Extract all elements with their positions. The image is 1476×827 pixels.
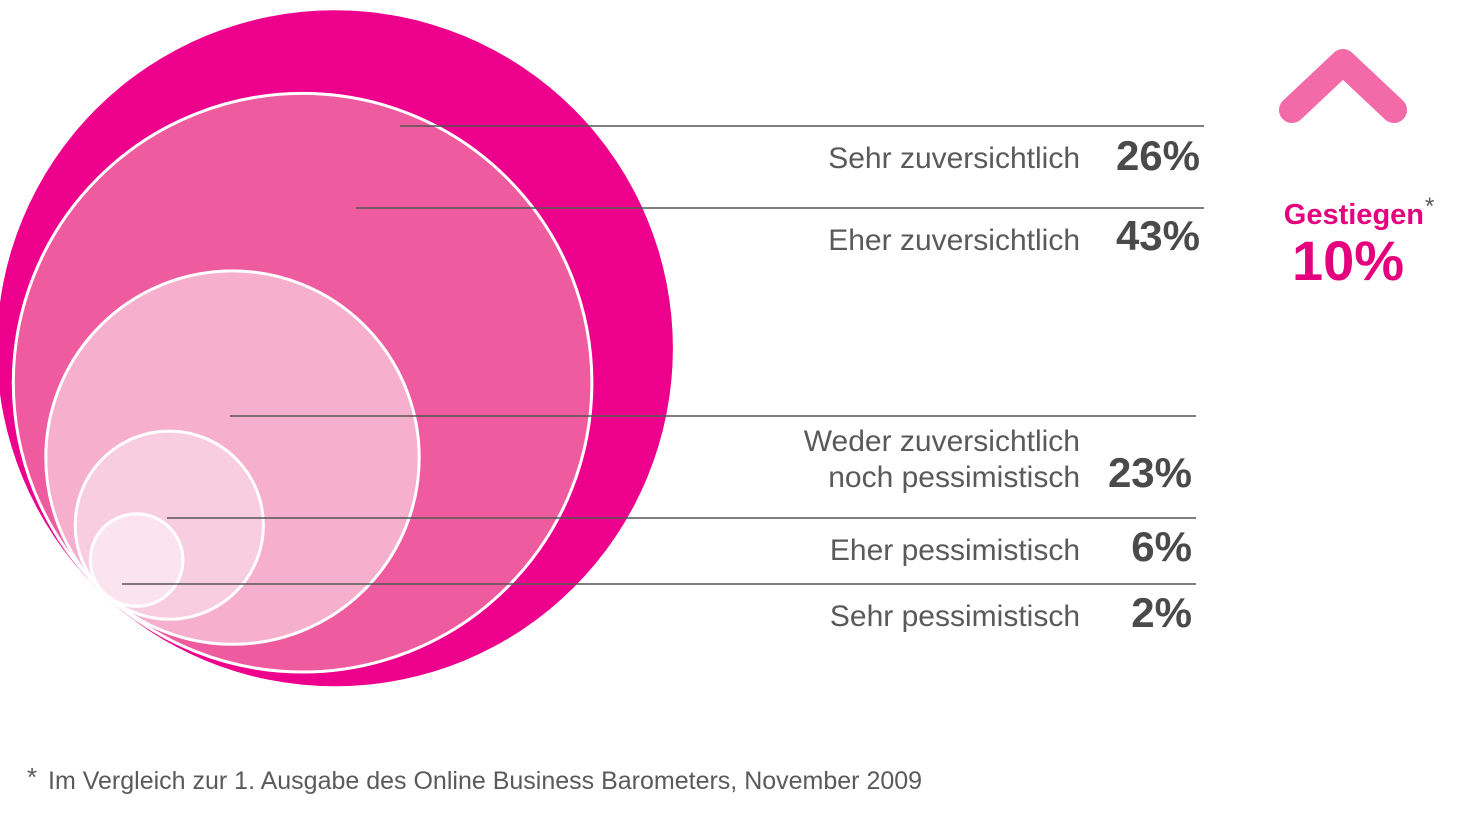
value-label: 6% xyxy=(1131,523,1192,570)
category-label: Sehr zuversichtlich xyxy=(828,142,1080,175)
value-labels-group: 26% 43% 23% 6% 2% xyxy=(1108,132,1200,636)
footnote-marker: * xyxy=(27,762,37,792)
value-label: 23% xyxy=(1108,449,1192,496)
value-label: 26% xyxy=(1116,132,1200,179)
footnote-text: Im Vergleich zur 1. Ausgabe des Online B… xyxy=(48,767,922,795)
trend-star: * xyxy=(1425,193,1434,220)
category-label: Weder zuversichtlich xyxy=(804,425,1080,458)
category-label: Eher zuversichtlich xyxy=(828,224,1080,257)
value-label: 43% xyxy=(1116,212,1200,259)
category-labels-group: Sehr zuversichtlich Eher zuversichtlich We… xyxy=(804,142,1080,633)
category-label: noch pessimistisch xyxy=(828,461,1080,494)
circle-5 xyxy=(88,512,185,608)
arrow-up-head xyxy=(1279,49,1407,123)
leader-lines-group xyxy=(122,125,1204,585)
circles-group xyxy=(0,10,673,687)
footnote: * Im Vergleich zur 1. Ausgabe des Online… xyxy=(27,762,922,795)
trend-value: 10% xyxy=(1292,229,1404,292)
category-label: Eher pessimistisch xyxy=(830,534,1080,567)
trend-indicator: Gestiegen * 10% xyxy=(1279,49,1434,292)
trend-label: Gestiegen xyxy=(1284,199,1424,231)
value-label: 2% xyxy=(1131,589,1192,636)
category-label: Sehr pessimistisch xyxy=(830,600,1080,633)
